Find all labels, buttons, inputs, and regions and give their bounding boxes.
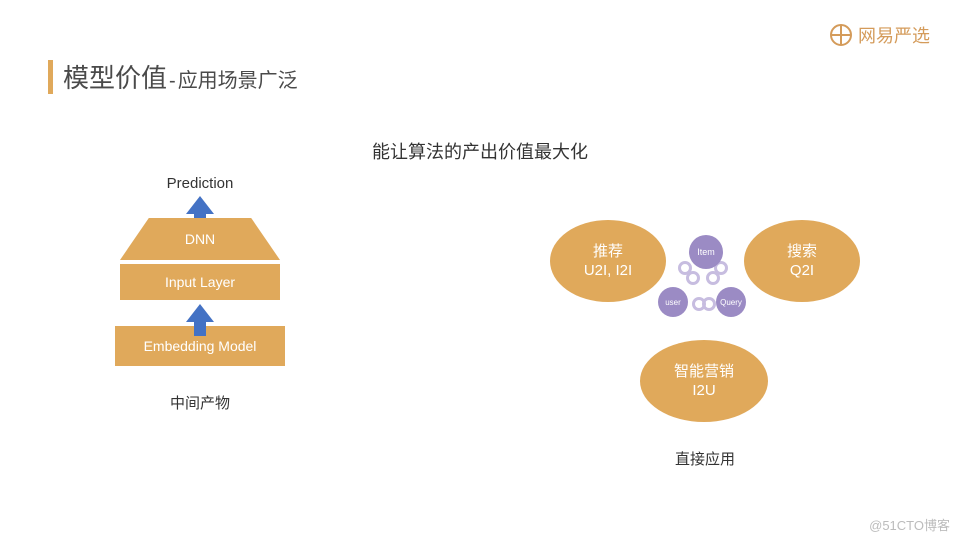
- subtitle: 能让算法的产出价值最大化: [0, 138, 960, 164]
- ellipse-marketing: 智能营销 I2U: [640, 340, 768, 422]
- center-graph: Item user Query: [658, 235, 754, 331]
- ellipse-recommend: 推荐 U2I, I2I: [550, 220, 666, 302]
- ellipse-line1: 智能营销: [674, 362, 734, 382]
- brand-name: 网易严选: [858, 22, 930, 48]
- node-user: user: [658, 287, 688, 317]
- dnn-block: DNN: [120, 218, 280, 260]
- chain-link-icon: [686, 271, 700, 285]
- brand-logo: 网易严选: [830, 22, 930, 48]
- node-query: Query: [716, 287, 746, 317]
- ellipse-line1: 推荐: [593, 242, 623, 262]
- ellipse-line2: I2U: [692, 381, 715, 401]
- left-diagram: Prediction DNN Input Layer Embedding Mod…: [110, 175, 290, 413]
- arrow-up-icon: [186, 304, 214, 322]
- title-sub: 应用场景广泛: [178, 64, 298, 93]
- input-layer-block: Input Layer: [120, 264, 280, 300]
- ellipse-line1: 搜索: [787, 242, 817, 262]
- left-caption: 中间产物: [110, 392, 290, 413]
- ellipse-search: 搜索 Q2I: [744, 220, 860, 302]
- node-item: Item: [689, 235, 723, 269]
- prediction-label: Prediction: [110, 175, 290, 192]
- title-accent-bar: [48, 60, 53, 94]
- right-caption: 直接应用: [540, 448, 870, 469]
- ellipse-line2: Q2I: [790, 261, 814, 281]
- watermark: @51CTO博客: [869, 515, 950, 534]
- ellipse-line2: U2I, I2I: [584, 261, 632, 281]
- title-separator: -: [169, 70, 176, 93]
- page-title: 模型价值 - 应用场景广泛: [48, 58, 298, 95]
- arrow-up-icon: [186, 196, 214, 214]
- chain-link-icon: [706, 271, 720, 285]
- chain-link-icon: [702, 297, 716, 311]
- title-main: 模型价值: [63, 58, 167, 95]
- brand-logo-icon: [830, 24, 852, 46]
